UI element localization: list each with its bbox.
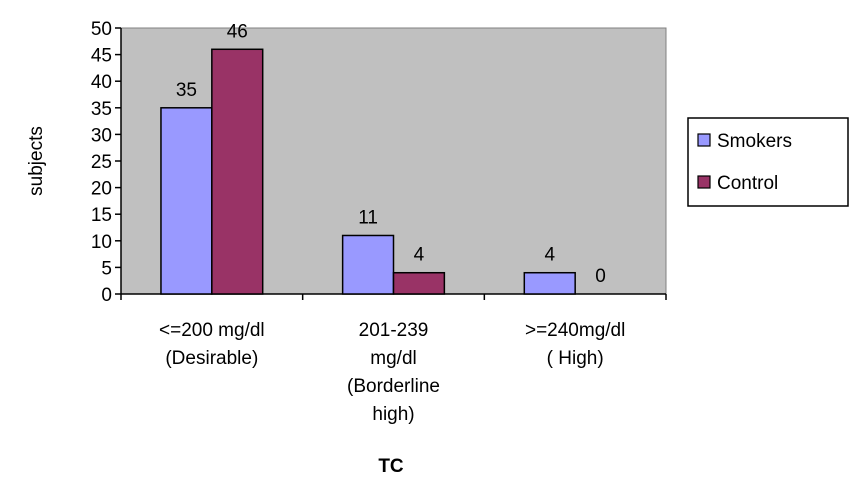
data-label-smokers-1: 11: [358, 207, 378, 228]
legend-label-control: Control: [717, 173, 778, 194]
legend-swatch-smokers: [697, 133, 711, 147]
y-axis-title: subjects: [26, 126, 47, 196]
category-labels: <=200 mg/dl (Desirable) 201-239 mg/dl (Borde…: [159, 320, 625, 425]
y-tick-label: 0: [101, 285, 112, 306]
legend-label-smokers: Smokers: [717, 131, 792, 152]
y-tick-label: 25: [91, 152, 112, 173]
data-label-smokers-2: 4: [544, 245, 555, 266]
category-label: mg/dl: [370, 348, 416, 369]
bar-smokers-1: [341, 234, 395, 295]
bars: [160, 48, 576, 295]
category-label: ( High): [547, 348, 604, 369]
y-tick-label: 10: [91, 232, 112, 253]
data-label-control-1: 4: [414, 245, 425, 266]
y-tick-label: 20: [91, 179, 112, 200]
category-label: (Borderline: [347, 376, 440, 397]
category-label: <=200 mg/dl: [159, 320, 265, 341]
y-axis: 0 5 10 15 20 25 30 35 40 45 50: [91, 19, 122, 306]
legend-swatch-control: [697, 175, 711, 189]
legend: Smokers Control: [687, 117, 849, 207]
bar-smokers-2: [523, 271, 576, 295]
data-label-smokers-0: 35: [176, 80, 197, 101]
y-tick-label: 40: [91, 72, 112, 93]
bar-control-0: [211, 48, 264, 295]
category-label: high): [372, 404, 414, 425]
y-tick-label: 45: [91, 46, 112, 67]
y-tick-label: 35: [91, 99, 112, 120]
bar-control-1: [392, 271, 446, 295]
category-label: 201-239: [359, 320, 429, 341]
data-labels: 35 11 4 46 4 0: [176, 21, 606, 287]
y-tick-label: 5: [101, 258, 112, 279]
x-axis-title: TC: [378, 456, 404, 477]
y-tick-label: 30: [91, 125, 112, 146]
x-axis: [120, 293, 667, 300]
bar-smokers-0: [160, 107, 213, 295]
legend-box: [687, 117, 849, 207]
y-tick-label: 15: [91, 205, 112, 226]
data-label-control-2: 0: [595, 266, 606, 287]
category-label: (Desirable): [165, 348, 258, 369]
data-label-control-0: 46: [227, 21, 248, 42]
category-label: >=240mg/dl: [525, 320, 625, 341]
y-tick-label: 50: [91, 19, 112, 40]
